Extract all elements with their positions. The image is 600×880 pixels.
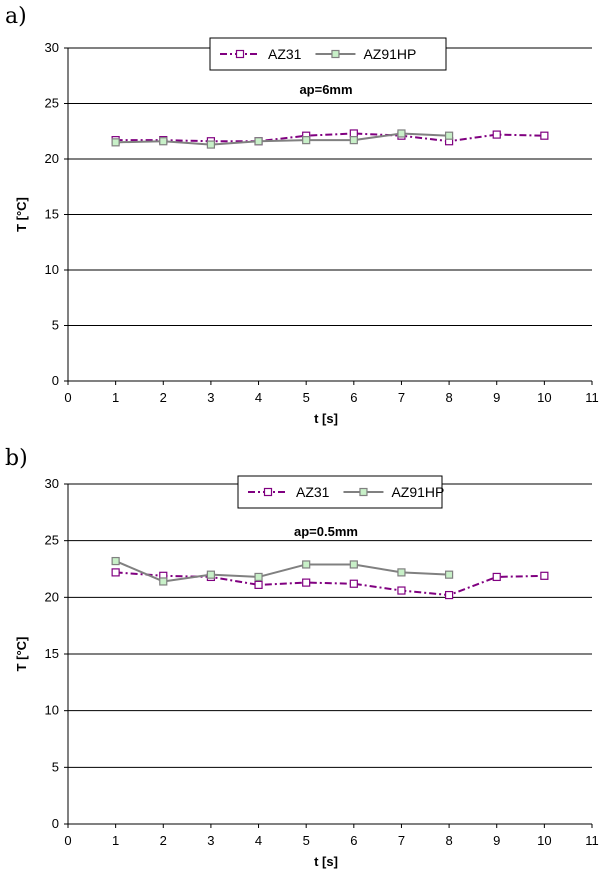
x-tick-label: 10 bbox=[537, 390, 551, 405]
legend-label-az31: AZ31 bbox=[268, 46, 302, 62]
x-tick-label: 3 bbox=[207, 833, 214, 848]
x-tick-label: 7 bbox=[398, 833, 405, 848]
data-point-az91hp bbox=[302, 560, 311, 569]
y-tick-label: 25 bbox=[45, 533, 59, 548]
legend-marker-az91hp bbox=[331, 49, 340, 59]
y-tick-label: 15 bbox=[45, 646, 59, 661]
data-point-az91hp bbox=[206, 570, 216, 579]
x-tick-label: 1 bbox=[112, 390, 119, 405]
x-tick-label: 5 bbox=[303, 390, 310, 405]
data-point-az91hp bbox=[159, 137, 168, 146]
data-point-az91hp bbox=[397, 568, 406, 577]
y-axis-title: T [°C] bbox=[14, 197, 29, 232]
y-tick-label: 30 bbox=[45, 40, 59, 55]
x-tick-label: 2 bbox=[160, 390, 167, 405]
x-tick-label: 11 bbox=[585, 833, 599, 848]
data-point-az91hp bbox=[349, 560, 358, 569]
legend-marker-az31 bbox=[263, 487, 273, 497]
y-tick-label: 0 bbox=[52, 373, 59, 388]
x-axis-title: t [s] bbox=[314, 854, 338, 869]
data-point-az91hp bbox=[302, 136, 311, 145]
x-tick-label: 2 bbox=[160, 833, 167, 848]
y-tick-label: 10 bbox=[45, 703, 59, 718]
x-tick-label: 8 bbox=[445, 833, 452, 848]
series-line-az31 bbox=[115, 132, 545, 143]
data-point-az31 bbox=[302, 578, 311, 587]
data-point-az91hp bbox=[397, 129, 406, 138]
y-tick-label: 10 bbox=[45, 262, 59, 277]
legend-marker-az91hp bbox=[359, 487, 368, 497]
data-point-az91hp bbox=[254, 137, 263, 146]
data-point-az31 bbox=[540, 571, 549, 580]
x-tick-label: 4 bbox=[255, 833, 262, 848]
data-point-az91hp bbox=[111, 556, 120, 566]
y-axis-title: T [°C] bbox=[14, 637, 29, 672]
x-tick-label: 0 bbox=[64, 833, 71, 848]
x-tick-label: 9 bbox=[493, 390, 500, 405]
data-point-az31 bbox=[254, 580, 263, 589]
x-tick-label: 10 bbox=[537, 833, 551, 848]
x-tick-label: 6 bbox=[350, 833, 357, 848]
series-line-az91hp bbox=[115, 132, 450, 146]
y-tick-label: 30 bbox=[45, 476, 59, 491]
y-tick-label: 5 bbox=[52, 759, 59, 774]
chart-annotation: ap=6mm bbox=[299, 82, 352, 97]
x-tick-label: 6 bbox=[350, 390, 357, 405]
data-point-az31 bbox=[540, 131, 549, 140]
x-axis-title: t [s] bbox=[314, 411, 338, 426]
data-point-az91hp bbox=[349, 136, 358, 145]
data-point-az91hp bbox=[444, 131, 454, 140]
series-line-az31 bbox=[115, 571, 545, 597]
y-tick-label: 0 bbox=[52, 816, 59, 831]
data-point-az91hp bbox=[111, 138, 120, 147]
legend-marker-az31 bbox=[235, 49, 245, 59]
x-tick-label: 4 bbox=[255, 390, 262, 405]
data-point-az31 bbox=[349, 579, 358, 588]
y-tick-label: 5 bbox=[52, 318, 59, 333]
y-tick-label: 20 bbox=[45, 151, 59, 166]
chart-b: 0 5 10 15 20 25 30 0 1 2 3 4 5 6 7 8 9 10 11 t [s] T [°C] ap=… bbox=[14, 475, 599, 869]
data-point-az31 bbox=[349, 129, 358, 138]
x-tick-label: 1 bbox=[112, 833, 119, 848]
legend-label-az91hp: AZ91HP bbox=[391, 484, 444, 500]
series-line-az91hp bbox=[115, 560, 450, 583]
data-point-az31 bbox=[111, 568, 120, 577]
y-tick-label: 15 bbox=[45, 207, 59, 222]
data-point-az31 bbox=[492, 130, 501, 139]
chart-a: 0 5 10 15 20 25 30 0 1 2 3 4 5 6 7 8 9 10 11 t [s] T [°C] ap=… bbox=[14, 37, 599, 426]
y-tick-label: 25 bbox=[45, 96, 59, 111]
data-point-az91hp bbox=[444, 570, 454, 579]
chart-annotation: ap=0.5mm bbox=[294, 524, 358, 539]
data-point-az91hp bbox=[159, 577, 168, 586]
x-tick-label: 8 bbox=[445, 390, 452, 405]
panel-label-a: a) bbox=[5, 4, 27, 29]
data-point-az31 bbox=[397, 586, 406, 595]
legend-label-az31: AZ31 bbox=[296, 484, 330, 500]
x-tick-label: 3 bbox=[207, 390, 214, 405]
x-tick-label: 7 bbox=[398, 390, 405, 405]
y-tick-label: 20 bbox=[45, 589, 59, 604]
data-point-az31 bbox=[444, 590, 454, 600]
x-tick-label: 11 bbox=[585, 390, 599, 405]
data-point-az31 bbox=[492, 572, 501, 582]
x-tick-label: 5 bbox=[303, 833, 310, 848]
x-tick-label: 0 bbox=[64, 390, 71, 405]
data-point-az91hp bbox=[254, 572, 263, 582]
x-tick-label: 9 bbox=[493, 833, 500, 848]
panel-label-b: b) bbox=[5, 446, 28, 471]
data-point-az91hp bbox=[206, 140, 216, 149]
legend-label-az91hp: AZ91HP bbox=[363, 46, 416, 62]
